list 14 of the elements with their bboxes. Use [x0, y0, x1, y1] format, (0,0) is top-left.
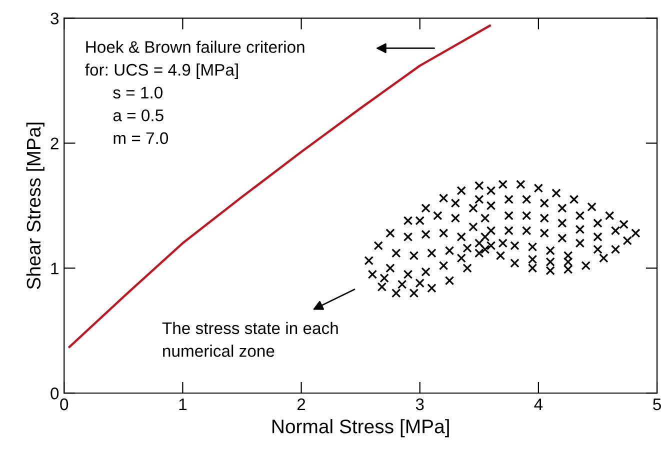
annotation: Hoek & Brown failure criterion for: UCS = 4.9 [MPa] s = 1.0 a = 0.5 m = 7.0	[85, 40, 304, 144]
x-tick-label: 1	[179, 398, 187, 410]
x-tick-label: 2	[297, 398, 306, 410]
y-axis-title: Shear Stress [MPa]	[26, 122, 44, 290]
x-axis-title: Normal Stress [MPa]	[272, 419, 449, 438]
x-tick-label: 5	[653, 398, 661, 410]
y-tick-label: 0	[50, 388, 59, 400]
x-tick-label: 3	[416, 398, 424, 410]
y-tick-label: 2	[50, 138, 58, 150]
x-tick-label: 0	[60, 398, 68, 410]
x-tick-label: 4	[534, 398, 543, 410]
annotation: The stress state in each numerical zone	[162, 322, 338, 357]
y-tick-label: 1	[51, 262, 58, 274]
y-tick-label: 3	[50, 12, 59, 24]
